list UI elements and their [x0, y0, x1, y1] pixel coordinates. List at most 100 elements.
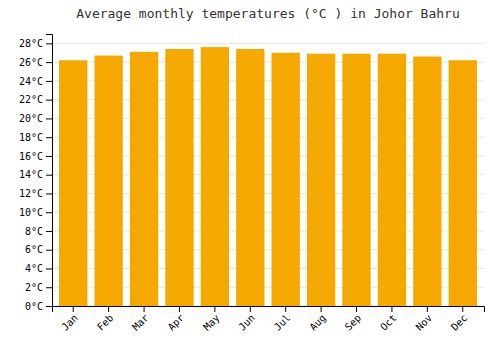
tick-label: 6°C [25, 244, 43, 255]
tick-mark [46, 212, 52, 213]
bar [272, 53, 300, 306]
tick-mark [462, 306, 463, 312]
x-tick: Dec [449, 306, 470, 333]
tick-label: Sep [343, 312, 364, 333]
tick-mark [179, 306, 180, 312]
x-tick: Jan [59, 306, 80, 333]
x-tick: Mar [130, 306, 151, 333]
tick-mark [214, 306, 215, 312]
tick-mark [46, 193, 52, 194]
bar [413, 57, 441, 306]
x-tick: Oct [378, 306, 399, 333]
tick-mark [46, 118, 52, 119]
y-tick: 4°C [25, 263, 52, 274]
y-tick: 0°C [25, 301, 52, 312]
tick-mark [427, 306, 428, 312]
tick-label: May [201, 312, 222, 333]
tick-mark [46, 62, 52, 63]
x-tick: Feb [95, 306, 116, 333]
tick-mark [144, 306, 145, 312]
bar [59, 60, 87, 306]
tick-label: 22°C [19, 94, 43, 105]
chart: Average monthly temperatures (°C ) in Jo… [0, 0, 500, 350]
tick-mark [46, 100, 52, 101]
axis-line [53, 307, 485, 313]
tick-mark [46, 231, 52, 232]
tick-label: Mar [130, 312, 151, 333]
tick-mark [250, 306, 251, 312]
bar [165, 49, 193, 306]
tick-label: 16°C [19, 151, 43, 162]
tick-mark [46, 81, 52, 82]
y-tick: 26°C [19, 57, 52, 68]
tick-label: Jul [272, 312, 293, 333]
axis-line [46, 35, 53, 307]
tick-label: 26°C [19, 57, 43, 68]
tick-label: 8°C [25, 226, 43, 237]
tick-label: 4°C [25, 263, 43, 274]
tick-mark [46, 137, 52, 138]
y-tick: 8°C [25, 226, 52, 237]
tick-label: Jun [236, 312, 257, 333]
y-tick: 24°C [19, 76, 52, 87]
bar [449, 60, 477, 306]
plot: 0°C 2°C 4°C 6°C 8°C 10°C 12°C 14°C 16°C 18°C 20°C 2… [19, 35, 485, 333]
tick-mark [46, 175, 52, 176]
tick-mark [46, 268, 52, 269]
tick-label: 12°C [19, 188, 43, 199]
title: Average monthly temperatures (°C ) in Jo… [76, 6, 460, 21]
bar [307, 54, 335, 306]
grid [52, 43, 484, 306]
y-tick: 16°C [19, 151, 52, 162]
tick-label: 24°C [19, 76, 43, 87]
tick-label: Jan [59, 312, 80, 333]
tick-label: 20°C [19, 113, 43, 124]
tick-mark [73, 306, 74, 312]
tick-mark [46, 156, 52, 157]
y-tick: 12°C [19, 188, 52, 199]
tick-mark [321, 306, 322, 312]
y-tick: 22°C [19, 94, 52, 105]
x-tick: Apr [166, 306, 187, 333]
tick-label: Apr [166, 312, 187, 333]
y-axis: 0°C 2°C 4°C 6°C 8°C 10°C 12°C 14°C 16°C 18°C 20°C 2… [19, 35, 53, 312]
x-tick: Aug [307, 306, 328, 333]
tick-label: 14°C [19, 169, 43, 180]
x-tick: Nov [414, 306, 435, 333]
x-tick: Sep [343, 306, 364, 333]
tick-label: Aug [307, 312, 328, 333]
bar [94, 56, 122, 306]
tick-label: Nov [414, 312, 435, 333]
tick-label: Dec [449, 312, 470, 333]
x-tick: May [201, 306, 222, 333]
x-tick: Jun [236, 306, 257, 333]
x-axis: Jan Feb Mar Apr May Jun Jul Aug Sep Oct Nov Dec [53, 306, 485, 333]
x-tick: Jul [272, 306, 293, 333]
y-tick: 2°C [25, 282, 52, 293]
tick-label: 0°C [25, 301, 43, 312]
tick-label: Oct [378, 312, 399, 333]
grid-line [52, 43, 484, 44]
bar [342, 54, 370, 306]
y-tick: 18°C [19, 132, 52, 143]
y-tick: 14°C [19, 169, 52, 180]
tick-label: 10°C [19, 207, 43, 218]
tick-label: 18°C [19, 132, 43, 143]
bar [201, 47, 229, 306]
y-tick: 6°C [25, 244, 52, 255]
bars [59, 47, 477, 306]
tick-label: Feb [95, 312, 116, 333]
bar [130, 52, 158, 306]
y-tick: 28°C [19, 38, 52, 49]
tick-mark [46, 250, 52, 251]
bar [236, 49, 264, 306]
tick-label: 28°C [19, 38, 43, 49]
tick-mark [391, 306, 392, 312]
tick-mark [46, 43, 52, 44]
tick-label: 2°C [25, 282, 43, 293]
y-tick: 20°C [19, 113, 52, 124]
tick-mark [356, 306, 357, 312]
tick-mark [46, 306, 52, 307]
bar [378, 54, 406, 306]
tick-mark [108, 306, 109, 312]
